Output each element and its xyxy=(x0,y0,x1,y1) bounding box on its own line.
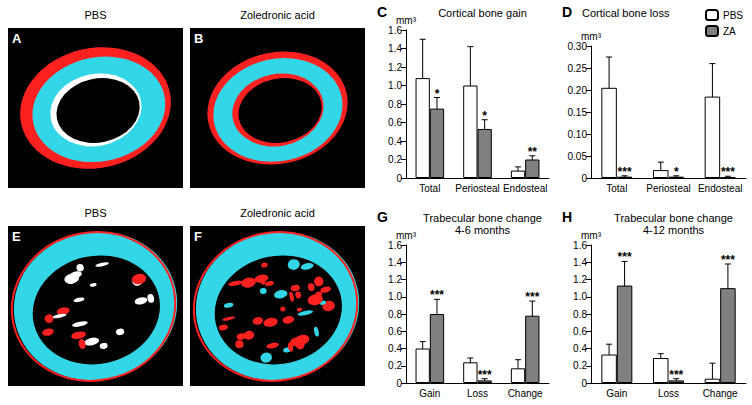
svg-text:Total: Total xyxy=(419,183,440,194)
svg-text:Cortical bone loss: Cortical bone loss xyxy=(582,7,670,19)
svg-text:***: *** xyxy=(618,165,632,179)
svg-text:Trabecular bone change: Trabecular bone change xyxy=(423,212,542,224)
svg-text:ZA: ZA xyxy=(723,26,736,37)
svg-text:0.8: 0.8 xyxy=(573,309,587,320)
svg-text:E: E xyxy=(12,229,21,244)
svg-text:H: H xyxy=(562,209,572,225)
svg-text:1.4: 1.4 xyxy=(388,257,402,268)
svg-text:1.0: 1.0 xyxy=(388,80,402,91)
svg-text:***: *** xyxy=(430,288,444,302)
svg-text:0.8: 0.8 xyxy=(388,99,402,110)
svg-text:Change: Change xyxy=(508,388,543,399)
svg-text:PBS: PBS xyxy=(723,10,743,21)
svg-text:0: 0 xyxy=(581,173,587,184)
svg-text:1.6: 1.6 xyxy=(388,240,402,251)
svg-text:Zoledronic acid: Zoledronic acid xyxy=(240,207,315,219)
svg-text:1.0: 1.0 xyxy=(388,291,402,302)
svg-text:Cortical bone gain: Cortical bone gain xyxy=(438,7,527,19)
svg-text:***: *** xyxy=(721,165,735,179)
svg-text:PBS: PBS xyxy=(84,9,106,21)
svg-text:0: 0 xyxy=(396,173,402,184)
svg-text:0.20: 0.20 xyxy=(568,85,588,96)
svg-text:0: 0 xyxy=(581,378,587,389)
svg-text:G: G xyxy=(377,209,388,225)
svg-text:4-12 months: 4-12 months xyxy=(643,224,705,236)
svg-text:0.8: 0.8 xyxy=(388,309,402,320)
svg-text:F: F xyxy=(194,229,202,244)
svg-text:C: C xyxy=(377,4,387,20)
svg-text:***: *** xyxy=(618,250,632,264)
svg-text:PBS: PBS xyxy=(84,207,106,219)
svg-text:Endosteal: Endosteal xyxy=(698,183,742,194)
svg-text:1.6: 1.6 xyxy=(573,240,587,251)
svg-text:B: B xyxy=(194,31,203,46)
svg-text:0.4: 0.4 xyxy=(388,343,402,354)
svg-text:Zoledronic acid: Zoledronic acid xyxy=(240,9,315,21)
svg-text:mm³: mm³ xyxy=(396,229,416,241)
svg-text:1.4: 1.4 xyxy=(388,43,402,54)
svg-text:**: ** xyxy=(528,145,538,159)
svg-text:Gain: Gain xyxy=(606,388,627,399)
svg-text:*: * xyxy=(482,109,487,123)
svg-text:Total: Total xyxy=(606,183,627,194)
svg-text:Gain: Gain xyxy=(419,388,440,399)
svg-text:Periosteal: Periosteal xyxy=(455,183,499,194)
svg-text:***: *** xyxy=(669,368,683,382)
svg-text:0.6: 0.6 xyxy=(388,117,402,128)
svg-text:D: D xyxy=(562,4,572,20)
svg-text:0.30: 0.30 xyxy=(568,41,588,52)
svg-text:1.2: 1.2 xyxy=(388,274,402,285)
svg-text:1.4: 1.4 xyxy=(573,257,587,268)
svg-text:0: 0 xyxy=(396,378,402,389)
svg-text:Endosteal: Endosteal xyxy=(503,183,547,194)
svg-text:0.10: 0.10 xyxy=(568,129,588,140)
svg-text:Loss: Loss xyxy=(467,388,488,399)
svg-text:0.2: 0.2 xyxy=(388,154,402,165)
svg-text:***: *** xyxy=(478,368,492,382)
svg-text:***: *** xyxy=(721,253,735,267)
svg-text:Periosteal: Periosteal xyxy=(646,183,690,194)
svg-text:Loss: Loss xyxy=(658,388,679,399)
svg-text:*: * xyxy=(435,87,440,101)
svg-text:*: * xyxy=(674,165,679,179)
svg-text:4-6 months: 4-6 months xyxy=(455,224,511,236)
svg-text:mm³: mm³ xyxy=(581,30,601,42)
svg-text:1.6: 1.6 xyxy=(388,25,402,36)
svg-text:A: A xyxy=(12,31,22,46)
svg-text:0.6: 0.6 xyxy=(388,326,402,337)
svg-text:0.2: 0.2 xyxy=(573,360,587,371)
svg-text:***: *** xyxy=(525,290,539,304)
svg-text:0.2: 0.2 xyxy=(388,360,402,371)
svg-text:Change: Change xyxy=(703,388,738,399)
svg-text:1.2: 1.2 xyxy=(573,274,587,285)
svg-text:mm³: mm³ xyxy=(581,229,601,241)
svg-text:1.0: 1.0 xyxy=(573,291,587,302)
svg-text:1.2: 1.2 xyxy=(388,62,402,73)
svg-text:0.4: 0.4 xyxy=(388,136,402,147)
svg-text:Trabecular bone change: Trabecular bone change xyxy=(614,212,733,224)
svg-text:0.15: 0.15 xyxy=(568,107,588,118)
svg-text:0.05: 0.05 xyxy=(568,151,588,162)
svg-text:mm³: mm³ xyxy=(396,14,416,26)
svg-text:0.4: 0.4 xyxy=(573,343,587,354)
svg-text:0.6: 0.6 xyxy=(573,326,587,337)
svg-text:0.25: 0.25 xyxy=(568,63,588,74)
